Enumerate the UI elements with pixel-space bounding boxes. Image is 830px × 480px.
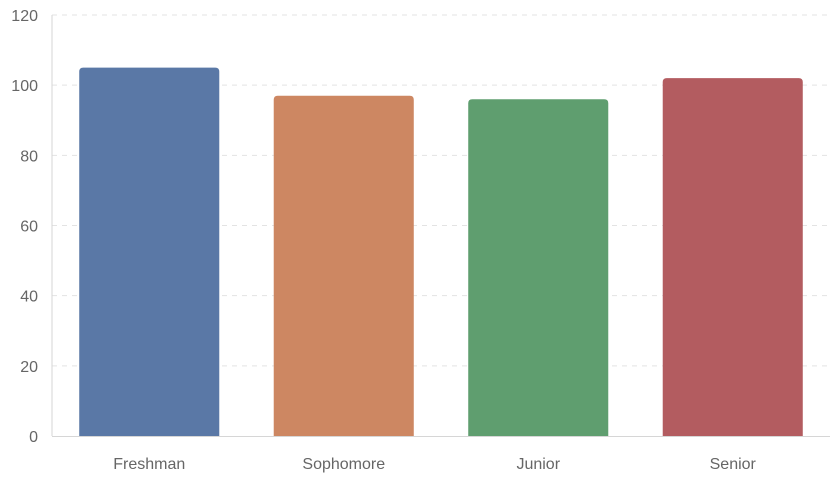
y-axis: 0 20 40 60 80 100 120 [11, 8, 53, 446]
y-tick-label: 80 [20, 148, 38, 165]
bar-senior[interactable] [662, 78, 803, 437]
y-tick-label: 60 [20, 219, 38, 236]
x-tick-label-senior: Senior [710, 456, 757, 473]
y-tick-label: 0 [29, 429, 38, 446]
y-tick-label: 120 [11, 8, 38, 25]
bars [79, 67, 803, 437]
x-tick-label-sophomore: Sophomore [302, 456, 385, 473]
y-tick-label: 20 [20, 359, 38, 376]
y-tick-label: 100 [11, 78, 38, 95]
bar-sophomore[interactable] [273, 95, 414, 437]
y-tick-label: 40 [20, 289, 38, 306]
x-tick-label-junior: Junior [516, 456, 560, 473]
x-tick-label-freshman: Freshman [113, 456, 185, 473]
bar-junior[interactable] [468, 99, 609, 436]
bar-freshman[interactable] [79, 67, 220, 436]
x-axis: Freshman Sophomore Junior Senior [52, 436, 830, 473]
